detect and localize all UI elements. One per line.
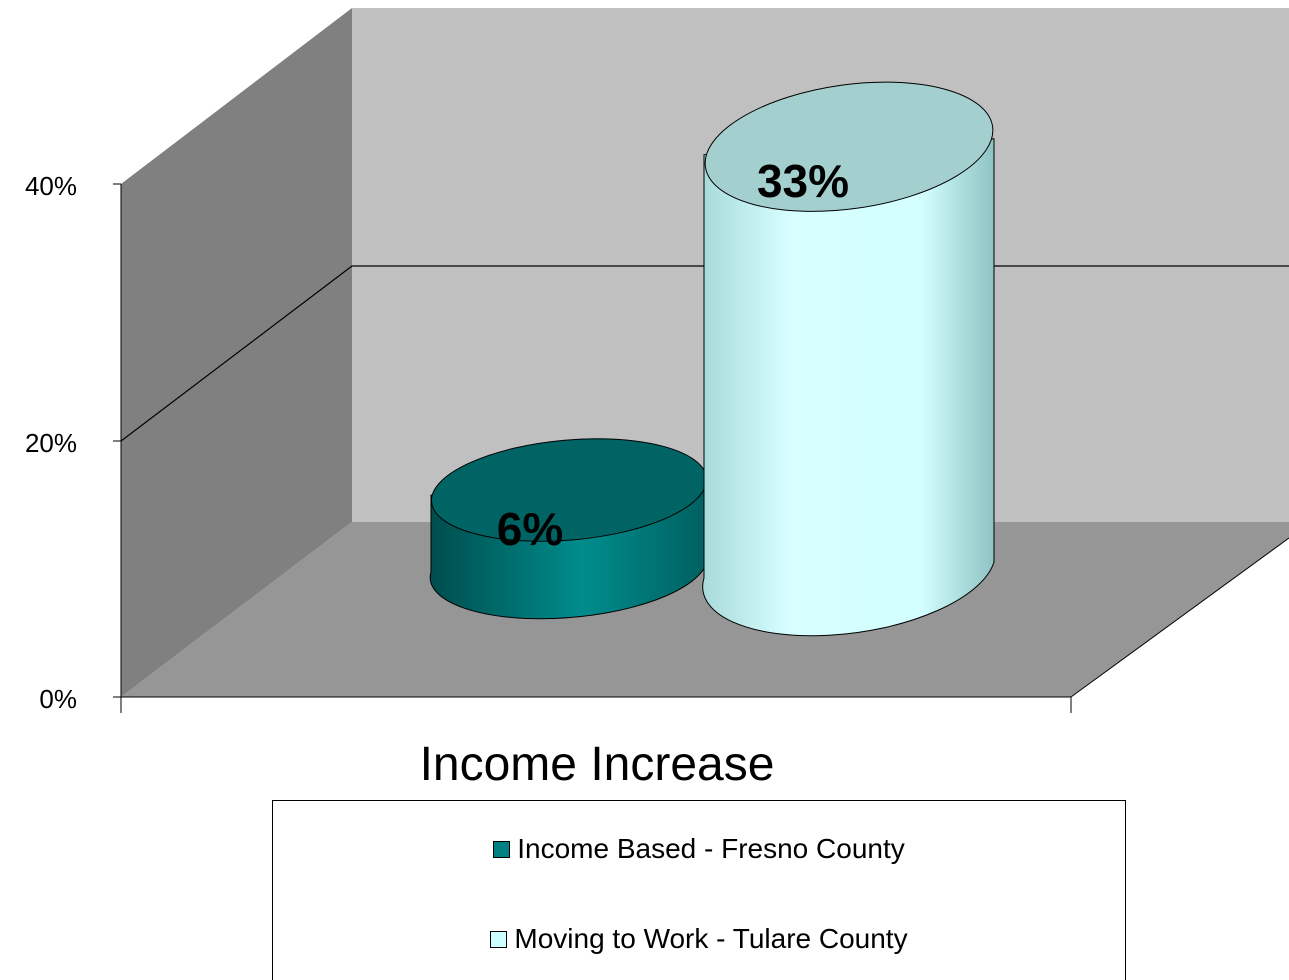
legend-label-fresno: Income Based - Fresno County xyxy=(517,833,905,864)
floor xyxy=(121,522,1289,697)
data-label-tulare: 33% xyxy=(757,155,849,207)
legend: Income Based - Fresno County Moving to W… xyxy=(272,800,1126,980)
y-tick-label-40: 40% xyxy=(25,171,77,201)
floor-right-edge xyxy=(1070,537,1289,698)
legend-swatch-tulare xyxy=(490,930,508,948)
bars-group xyxy=(429,81,995,637)
legend-swatch-fresno xyxy=(493,840,511,858)
bar-tulare-top xyxy=(704,81,994,212)
legend-item-tulare: Moving to Work - Tulare County xyxy=(273,923,1125,955)
bar-tulare-body xyxy=(702,138,995,637)
legend-label-tulare: Moving to Work - Tulare County xyxy=(514,923,908,954)
legend-item-fresno: Income Based - Fresno County xyxy=(273,833,1125,865)
y-tick-label-0: 0% xyxy=(39,684,77,714)
data-label-fresno: 6% xyxy=(497,503,563,555)
side-wall xyxy=(121,8,352,697)
y-tick-label-20: 20% xyxy=(25,428,77,458)
x-axis-label: Income Increase xyxy=(420,738,775,791)
